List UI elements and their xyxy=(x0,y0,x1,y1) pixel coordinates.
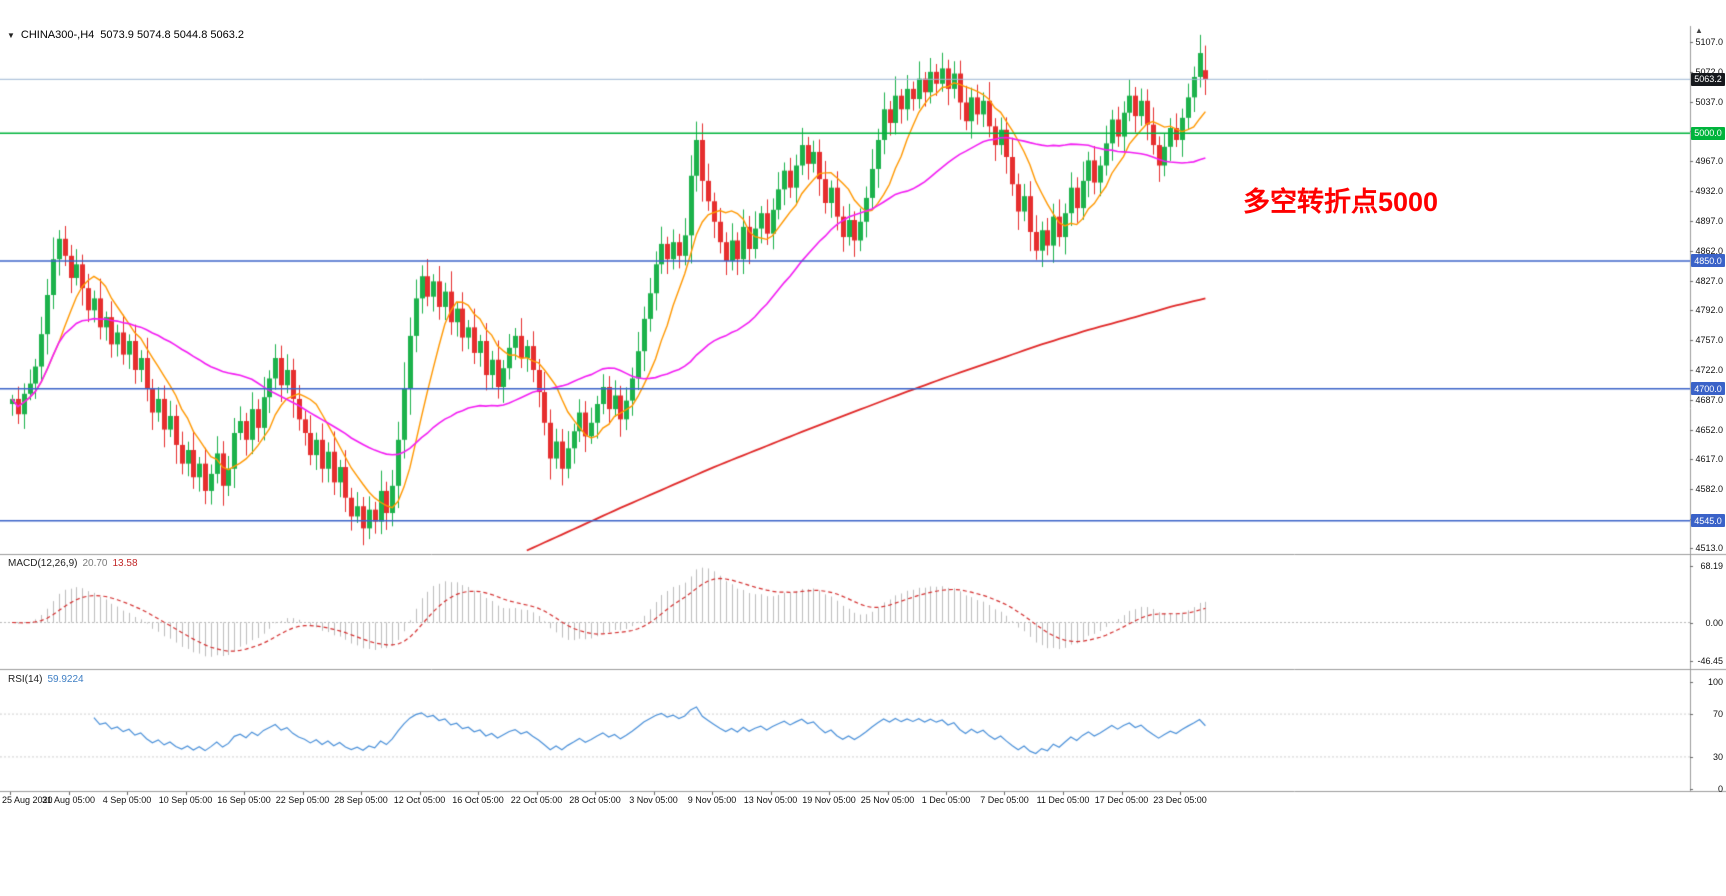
macd-axis-label: -46.45 xyxy=(1697,656,1723,666)
time-axis-label: 10 Sep 05:00 xyxy=(158,795,213,805)
price-axis-label: 4932.0 xyxy=(1695,186,1723,197)
time-axis-label: 28 Oct 05:00 xyxy=(569,795,621,805)
time-axis-label: 17 Dec 05:00 xyxy=(1094,795,1149,805)
rsi-axis-label: 0 xyxy=(1717,784,1723,794)
time-axis-label: 22 Oct 05:00 xyxy=(510,795,563,805)
time-axis-label: 25 Nov 05:00 xyxy=(860,795,915,805)
macd-axis-label: 68.19 xyxy=(1700,561,1723,571)
macd-indicator-label: MACD(12,26,9) 20.70 13.58 xyxy=(8,558,138,569)
symbol-period-label: CHINA300-,H4 xyxy=(20,29,95,41)
time-axis-label: 3 Nov 05:00 xyxy=(629,795,678,805)
price-axis-label: 4862.0 xyxy=(1695,245,1723,256)
price-axis-label: 5037.0 xyxy=(1695,96,1723,107)
price-level-badge: 5000.0 xyxy=(1691,126,1725,140)
price-axis-label: 4582.0 xyxy=(1695,484,1723,495)
ohlc-values: 5073.9 5074.8 5044.8 5063.2 xyxy=(100,29,245,41)
rsi-axis-label: 30 xyxy=(1712,751,1723,762)
macd-value-signal: 13.58 xyxy=(112,558,138,569)
price-level-badge: 4545.0 xyxy=(1691,514,1725,528)
time-axis-label: 19 Nov 05:00 xyxy=(802,795,856,805)
price-level-badge: 4700.0 xyxy=(1691,382,1725,396)
price-axis-label: 4827.0 xyxy=(1695,275,1723,286)
chart-title: ▼ CHINA300-,H4 5073.9 5074.8 5044.8 5063… xyxy=(7,29,244,41)
time-axis-label: 28 Sep 05:00 xyxy=(334,795,388,805)
time-axis-label: 9 Nov 05:00 xyxy=(687,795,737,805)
time-axis-label: 16 Sep 05:00 xyxy=(217,795,271,805)
time-axis[interactable]: 25 Aug 2020 31 Aug 05:00 4 Sep 05:00 10 Sep… xyxy=(0,791,1690,813)
price-axis-label: 4792.0 xyxy=(1695,305,1723,316)
time-axis-label: 1 Dec 05:00 xyxy=(921,795,971,805)
rsi-axis-label: 100 xyxy=(1707,677,1723,687)
time-axis-label: 16 Oct 05:00 xyxy=(452,795,504,805)
price-axis-label: 4967.0 xyxy=(1695,156,1723,167)
price-axis-label: 4897.0 xyxy=(1695,215,1723,226)
current-price-badge: 5063.2 xyxy=(1691,72,1725,86)
collapse-indicator-icon[interactable]: ▼ xyxy=(7,30,15,40)
macd-value-main: 20.70 xyxy=(82,558,108,569)
macd-axis-label: 0.00 xyxy=(1705,617,1723,628)
time-axis-label: 4 Sep 05:00 xyxy=(102,795,152,805)
rsi-value: 59.9224 xyxy=(47,674,84,685)
scroll-marker-icon[interactable]: ▲ xyxy=(1695,26,1703,35)
rsi-axis-label: 70 xyxy=(1712,709,1723,720)
rsi-name: RSI(14) xyxy=(8,674,43,685)
price-axis-label: 4757.0 xyxy=(1695,335,1723,346)
price-axis-label: 4687.0 xyxy=(1695,394,1723,405)
price-axis-label: 4513.0 xyxy=(1695,542,1723,553)
time-axis-label: 25 Aug 2020 xyxy=(2,795,53,805)
price-axis[interactable]: 5107.05072.05037.05002.04967.04932.04897… xyxy=(1690,26,1726,794)
time-axis-label: 23 Dec 05:00 xyxy=(1153,795,1207,805)
time-axis-label: 22 Sep 05:00 xyxy=(275,795,330,805)
time-axis-label: 31 Aug 05:00 xyxy=(41,795,96,805)
price-axis-label: 5072.0 xyxy=(1695,66,1723,77)
price-axis-label: 5107.0 xyxy=(1695,37,1723,47)
price-axis-label: 4722.0 xyxy=(1695,364,1723,375)
time-axis-label: 7 Dec 05:00 xyxy=(980,795,1029,805)
price-level-badge: 4850.0 xyxy=(1691,254,1725,268)
time-axis-label: 13 Nov 05:00 xyxy=(743,795,798,805)
rsi-indicator-label: RSI(14) 59.9224 xyxy=(8,674,84,685)
price-axis-label: 4652.0 xyxy=(1695,424,1723,435)
macd-name: MACD(12,26,9) xyxy=(8,558,78,569)
chart-text-annotation: 多空转折点5000 xyxy=(1243,187,1439,217)
time-axis-label: 12 Oct 05:00 xyxy=(393,795,446,805)
time-axis-label: 11 Dec 05:00 xyxy=(1036,795,1090,805)
price-axis-label: 4617.0 xyxy=(1695,454,1723,465)
